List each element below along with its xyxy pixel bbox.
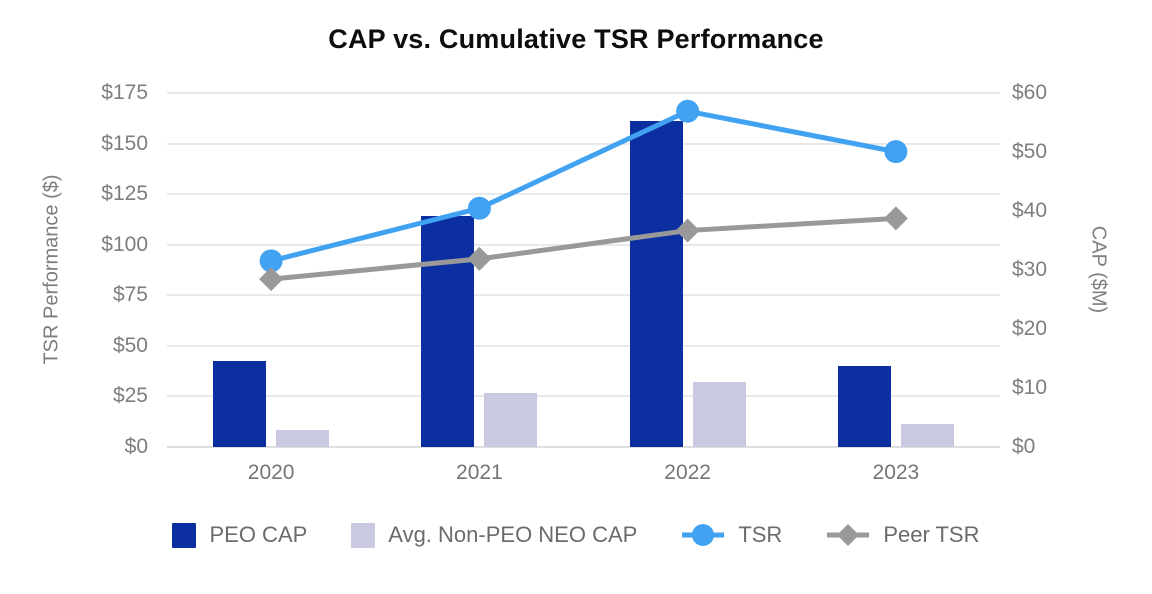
- gridline: [167, 92, 1000, 94]
- bar-peo-cap: [629, 121, 683, 447]
- legend-item-peo-cap: PEO CAP: [172, 522, 307, 548]
- legend-label: Avg. Non-PEO NEO CAP: [388, 522, 638, 547]
- legend-item-avg-non-peo-neo-cap: Avg. Non-PEO NEO CAP: [351, 522, 637, 548]
- right-axis-title: CAP ($M): [1087, 225, 1110, 314]
- x-axis-label: 2022: [664, 461, 711, 484]
- x-axis-label: 2021: [456, 461, 503, 484]
- right-tick-label: $40: [1012, 199, 1048, 222]
- legend-circle-swatch: [682, 524, 725, 546]
- bar-peo-cap: [421, 215, 475, 447]
- diamond-marker-peer-tsr: [467, 246, 492, 271]
- diamond-marker-peer-tsr: [883, 206, 908, 231]
- legend-label: Peer TSR: [883, 522, 980, 547]
- line-peer-tsr: [268, 215, 899, 282]
- left-tick-label: $125: [101, 182, 148, 206]
- line-tsr: [268, 108, 899, 264]
- gridline: [167, 193, 1000, 196]
- gridline: [167, 446, 1000, 448]
- right-tick-label: $60: [1012, 81, 1048, 104]
- legend-square-swatch: [172, 522, 197, 548]
- gridline: [167, 395, 1000, 398]
- right-tick-label: $30: [1012, 258, 1048, 281]
- right-tick-label: $20: [1012, 317, 1048, 340]
- circle-marker-tsr: [884, 140, 908, 164]
- diamond-marker-peer-tsr: [259, 267, 284, 292]
- legend: PEO CAP Avg. Non-PEO NEO CAP TSR Peer TSR: [0, 521, 1152, 549]
- diamond-marker-peer-tsr: [675, 218, 700, 243]
- right-tick-label: $0: [1012, 435, 1036, 458]
- left-tick-label: $100: [101, 232, 148, 256]
- bar-peo-cap: [837, 366, 891, 447]
- right-tick-label: $50: [1012, 140, 1048, 163]
- left-tick-label: $75: [112, 283, 148, 307]
- legend-label: PEO CAP: [209, 522, 308, 547]
- legend-item-peer-tsr: Peer TSR: [826, 521, 980, 549]
- left-tick-label: $175: [101, 81, 148, 104]
- legend-label: TSR: [738, 522, 783, 547]
- legend-item-tsr: TSR: [681, 521, 782, 549]
- legend-diamond-swatch: [827, 524, 870, 546]
- bar-avg-non-peo-neo-cap: [692, 381, 746, 447]
- bar-avg-non-peo-neo-cap: [276, 430, 330, 447]
- circle-marker-tsr: [259, 249, 283, 273]
- bar-avg-non-peo-neo-cap: [484, 393, 538, 447]
- bar-avg-non-peo-neo-cap: [900, 424, 954, 447]
- lines-layer: [259, 99, 908, 292]
- left-tick-label: $0: [124, 435, 148, 458]
- left-tick-label: $50: [112, 333, 148, 357]
- circle-marker-tsr: [467, 196, 491, 220]
- left-tick-label: $25: [112, 384, 148, 408]
- x-axis-label: 2020: [247, 461, 295, 484]
- circle-marker-tsr: [676, 99, 700, 123]
- x-axis-label: 2023: [872, 461, 920, 484]
- bar-peo-cap: [213, 360, 267, 447]
- gridline: [167, 294, 1000, 297]
- left-tick-label: $150: [101, 131, 148, 155]
- right-tick-label: $10: [1012, 376, 1048, 399]
- chart-title: CAP vs. Cumulative TSR Performance: [328, 24, 824, 54]
- plot-area: [167, 92, 1000, 448]
- gridline: [167, 344, 1000, 347]
- legend-square-swatch: [351, 522, 376, 548]
- gridline: [167, 142, 1000, 145]
